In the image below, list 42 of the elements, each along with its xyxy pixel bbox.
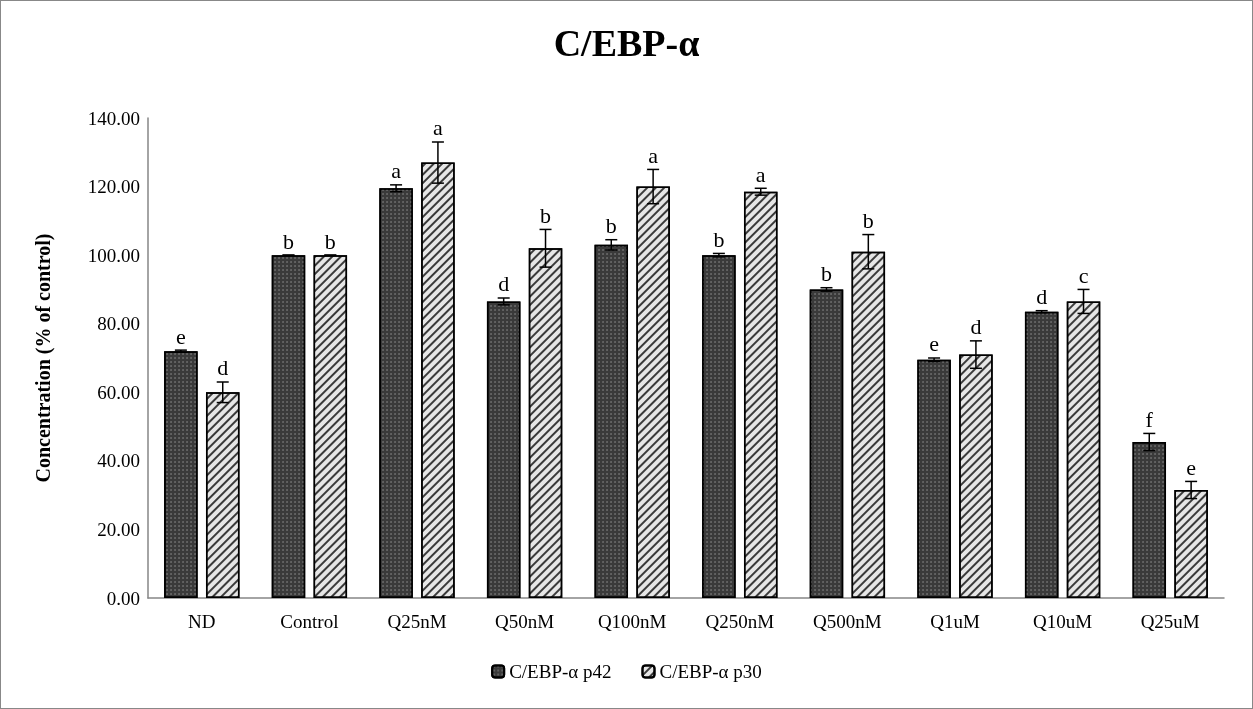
annotation: b bbox=[324, 228, 336, 254]
legend-label: C/EBP-α p42 bbox=[509, 661, 612, 682]
annotation: c bbox=[1078, 262, 1089, 288]
annotation: b bbox=[713, 226, 725, 252]
annotation: b bbox=[540, 202, 552, 228]
annotation: a bbox=[648, 142, 659, 168]
y-tick-label: 120.00 bbox=[87, 176, 140, 198]
annotation: e bbox=[929, 331, 939, 357]
legend-label: C/EBP-α p30 bbox=[659, 661, 762, 682]
y-tick-label: 60.00 bbox=[97, 381, 140, 403]
y-tick-label: 20.00 bbox=[97, 518, 140, 540]
x-tick-label: Control bbox=[280, 611, 339, 632]
x-tick-label: Q10uM bbox=[1033, 611, 1093, 632]
annotation: d bbox=[970, 314, 982, 340]
x-tick-label: ND bbox=[188, 611, 216, 632]
annotation: f bbox=[1145, 406, 1154, 432]
x-tick-label: Q500nM bbox=[813, 611, 882, 632]
annotation: a bbox=[433, 115, 444, 141]
annotation: e bbox=[175, 323, 186, 349]
y-tick-label: 100.00 bbox=[87, 244, 140, 266]
y-tick-label: 0.00 bbox=[106, 587, 140, 609]
x-tick-label: Q50nM bbox=[495, 611, 555, 632]
x-tick-label: Q250nM bbox=[705, 611, 775, 632]
annotation: d bbox=[498, 271, 510, 297]
x-tick-label: Q25uM bbox=[1140, 611, 1200, 632]
y-tick-label: 140.00 bbox=[87, 107, 140, 129]
annotation: b bbox=[820, 261, 832, 287]
x-tick-label: Q100nM bbox=[597, 611, 667, 632]
annotation: b bbox=[862, 208, 874, 233]
annotation: e bbox=[1186, 454, 1197, 480]
annotation: d bbox=[217, 355, 229, 381]
x-tick-label: Q25nM bbox=[387, 611, 447, 632]
y-axis-title: Concentration (% of control) bbox=[32, 233, 55, 483]
annotation: a bbox=[391, 158, 402, 184]
x-tick-label: Q1uM bbox=[930, 611, 980, 632]
annotation: a bbox=[755, 161, 766, 187]
y-tick-label: 40.00 bbox=[97, 450, 140, 472]
annotation: d bbox=[1036, 284, 1048, 310]
annotation: b bbox=[605, 213, 617, 239]
annotation: b bbox=[282, 228, 294, 254]
y-tick-label: 80.00 bbox=[97, 313, 140, 335]
chart-title: C/EBP-α bbox=[553, 22, 700, 64]
